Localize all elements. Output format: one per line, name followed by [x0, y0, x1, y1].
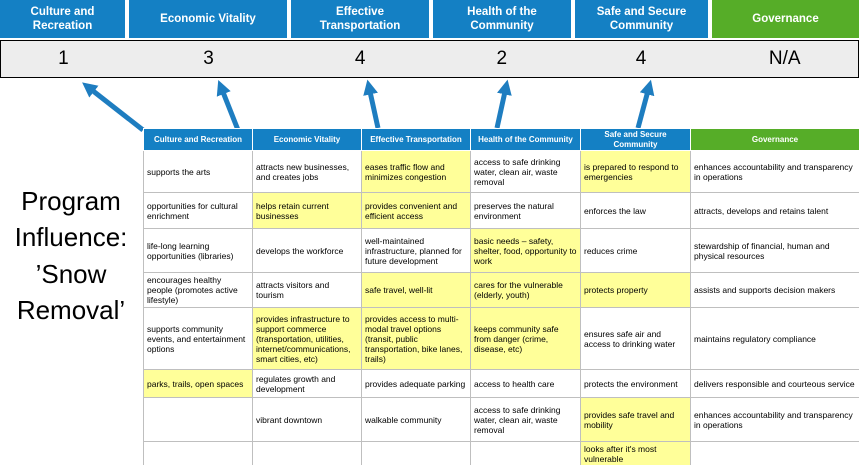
- matrix-cell: ensures safe air and access to drinking …: [580, 307, 691, 371]
- matrix-header-culture-and-recreation: Culture and Recreation: [143, 127, 253, 152]
- scoreboard-score-health-of-the-community: 2: [496, 48, 508, 69]
- matrix-cell: [143, 441, 253, 465]
- scoreboard-score-economic-vitality: 3: [203, 48, 214, 69]
- matrix-cell: access to health care: [470, 369, 581, 399]
- matrix-cell: provides infrastructure to support comme…: [252, 307, 362, 371]
- scoreboard-header-health-of-the-community: Health of the Community: [433, 0, 571, 38]
- matrix-cell: protects the environment: [580, 369, 691, 399]
- matrix-cell: attracts new businesses, and creates job…: [252, 150, 362, 194]
- matrix-cell: [361, 441, 471, 465]
- scoreboard-header-effective-transportation: Effective Transportation: [291, 0, 429, 38]
- matrix-cell: attracts visitors and tourism: [252, 272, 362, 309]
- scoreboard-score-governance: N/A: [768, 48, 801, 69]
- arrow-up-icon: [494, 79, 512, 129]
- matrix-cell: enhances accountability and transparency…: [690, 150, 859, 194]
- matrix-cell: [143, 397, 253, 443]
- matrix-cell: provides adequate parking: [361, 369, 471, 399]
- matrix-cell: assists and supports decision makers: [690, 272, 859, 309]
- matrix-cell: helps retain current businesses: [252, 192, 362, 230]
- matrix-cell: supports community events, and entertain…: [143, 307, 253, 371]
- matrix-header-effective-transportation: Effective Transportation: [361, 127, 471, 152]
- matrix-header-health-of-the-community: Health of the Community: [470, 127, 581, 152]
- matrix-cell: access to safe drinking water, clean air…: [470, 397, 581, 443]
- scoreboard-score-row: 1 3 4 2 4 N/A: [0, 40, 859, 78]
- matrix-cell: provides convenient and efficient access: [361, 192, 471, 230]
- matrix-cell: supports the arts: [143, 150, 253, 194]
- matrix-header-economic-vitality: Economic Vitality: [252, 127, 362, 152]
- matrix-cell: encourages healthy people (promotes acti…: [143, 272, 253, 309]
- matrix-cell: parks, trails, open spaces: [143, 369, 253, 399]
- table-row: vibrant downtown walkable community access…: [143, 397, 859, 443]
- arrow-up-icon: [363, 79, 381, 129]
- scoreboard-header-row: Culture and Recreation Economic Vitality E…: [0, 0, 859, 38]
- matrix-cell: protects property: [580, 272, 691, 309]
- table-row: supports the arts attracts new businesses…: [143, 150, 859, 194]
- program-label-line: Removal’: [16, 295, 126, 326]
- arrows-overlay: [82, 79, 655, 132]
- matrix-header-row: Culture and Recreation Economic Vitality E…: [143, 127, 859, 152]
- matrix-cell: vibrant downtown: [252, 397, 362, 443]
- matrix-cell: safe travel, well-lit: [361, 272, 471, 309]
- table-row: supports community events, and entertain…: [143, 307, 859, 371]
- matrix-cell: enforces the law: [580, 192, 691, 230]
- matrix-cell: attracts, develops and retains talent: [690, 192, 859, 230]
- matrix-cell: well-maintained infrastructure, planned …: [361, 228, 471, 274]
- matrix-cell: [252, 441, 362, 465]
- matrix-cell: access to safe drinking water, clean air…: [470, 150, 581, 194]
- table-row: encourages healthy people (promotes acti…: [143, 272, 859, 309]
- matrix-cell: stewardship of financial, human and phys…: [690, 228, 859, 274]
- matrix-cell: preserves the natural environment: [470, 192, 581, 230]
- scoreboard-header-culture-and-recreation: Culture and Recreation: [0, 0, 125, 38]
- matrix-cell: eases traffic flow and minimizes congest…: [361, 150, 471, 194]
- matrix-cell: looks after it's most vulnerable: [580, 441, 691, 465]
- scoreboard-score-safe-and-secure-community: 4: [635, 48, 647, 69]
- matrix-cell: opportunities for cultural enrichment: [143, 192, 253, 230]
- table-row: opportunities for cultural enrichment hel…: [143, 192, 859, 230]
- matrix-header-governance: Governance: [690, 127, 859, 152]
- matrix-cell: keeps community safe from danger (crime,…: [470, 307, 581, 371]
- program-label-line: Program: [21, 186, 121, 216]
- matrix-header-safe-and-secure-community: Safe and Secure Community: [580, 127, 691, 152]
- matrix-cell: delivers responsible and courteous servi…: [690, 369, 859, 399]
- matrix-cell: basic needs – safety, shelter, food, opp…: [470, 228, 581, 274]
- matrix-cell: provides safe travel and mobility: [580, 397, 691, 443]
- program-label-line: Influence:: [14, 222, 128, 253]
- scoreboard-header-economic-vitality: Economic Vitality: [129, 0, 287, 38]
- matrix-cell: reduces crime: [580, 228, 691, 274]
- matrix-cell: develops the workforce: [252, 228, 362, 274]
- table-row: life-long learning opportunities (librar…: [143, 228, 859, 274]
- matrix-cell: regulates growth and development: [252, 369, 362, 399]
- matrix-cell: [690, 441, 859, 465]
- matrix-cell: [470, 441, 581, 465]
- scoreboard-header-safe-and-secure-community: Safe and Secure Community: [575, 0, 708, 38]
- matrix-cell: provides access to multi-modal travel op…: [361, 307, 471, 371]
- arrow-up-icon: [635, 79, 655, 129]
- arrow-up-icon: [216, 80, 241, 131]
- matrix-cell: is prepared to respond to emergencies: [580, 150, 691, 194]
- matrix-cell: cares for the vulnerable (elderly, youth…: [470, 272, 581, 309]
- matrix-cell: life-long learning opportunities (librar…: [143, 228, 253, 274]
- matrix-cell: maintains regulatory compliance: [690, 307, 859, 371]
- table-row: looks after it's most vulnerable: [143, 441, 859, 465]
- program-influence-label: Program Influence: ’Snow Removal’: [0, 183, 142, 329]
- scoreboard-header-governance: Governance: [712, 0, 859, 38]
- scoreboard-score-effective-transportation: 4: [354, 48, 366, 69]
- matrix-cell: enhances accountability and transparency…: [690, 397, 859, 443]
- matrix-cell: walkable community: [361, 397, 471, 443]
- influence-matrix: Culture and Recreation Economic Vitality E…: [143, 127, 859, 465]
- arrow-up-icon: [82, 82, 145, 132]
- table-row: parks, trails, open spaces regulates grow…: [143, 369, 859, 399]
- scoreboard-score-culture-and-recreation: 1: [58, 48, 69, 69]
- program-label-line: ’Snow: [35, 258, 107, 289]
